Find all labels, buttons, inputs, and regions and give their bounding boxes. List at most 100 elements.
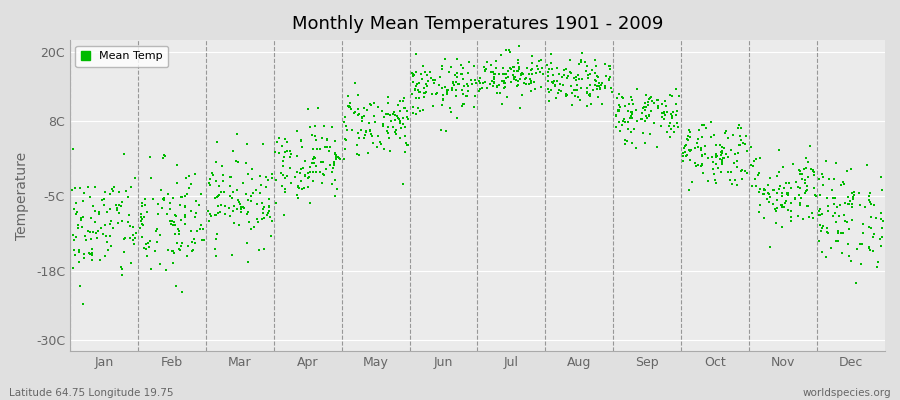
Point — [511, 43, 526, 50]
Point — [478, 67, 492, 73]
Point — [202, 176, 217, 182]
Point — [741, 147, 755, 154]
Point — [301, 175, 315, 181]
Point — [708, 153, 723, 159]
Point — [501, 68, 516, 74]
Point — [495, 78, 509, 84]
Point — [150, 226, 165, 233]
Point — [104, 218, 119, 224]
Point — [831, 228, 845, 234]
Point — [845, 190, 859, 196]
Point — [543, 98, 557, 104]
Point — [159, 211, 174, 218]
Point — [400, 142, 415, 148]
Point — [497, 78, 511, 85]
Point — [333, 156, 347, 162]
Point — [257, 214, 272, 221]
Point — [612, 91, 626, 98]
Point — [438, 84, 453, 90]
Point — [581, 75, 596, 82]
Point — [680, 136, 695, 142]
Point — [560, 75, 574, 81]
Point — [450, 70, 464, 76]
Point — [367, 100, 382, 106]
Point — [726, 132, 741, 138]
Point — [572, 60, 586, 67]
Point — [518, 81, 533, 88]
Point — [627, 126, 642, 132]
Point — [223, 183, 238, 190]
Point — [356, 135, 371, 141]
Point — [245, 176, 259, 182]
Point — [511, 56, 526, 63]
Point — [691, 144, 706, 151]
Point — [392, 116, 407, 123]
Point — [540, 78, 554, 84]
Point — [734, 167, 749, 173]
Point — [212, 209, 227, 216]
Point — [696, 134, 710, 140]
Point — [454, 70, 468, 77]
Point — [206, 172, 220, 178]
Point — [650, 97, 664, 103]
Point — [487, 74, 501, 80]
Point — [499, 47, 513, 53]
Point — [637, 106, 652, 113]
Point — [559, 93, 573, 100]
Point — [825, 187, 840, 194]
Point — [226, 208, 240, 214]
Point — [626, 101, 640, 107]
Point — [768, 206, 782, 212]
Point — [439, 89, 454, 95]
Point — [861, 197, 876, 203]
Point — [795, 175, 809, 182]
Point — [192, 202, 206, 208]
Point — [294, 137, 309, 143]
Point — [618, 119, 633, 126]
Point — [731, 150, 745, 156]
Point — [135, 216, 149, 222]
Point — [139, 241, 153, 247]
Point — [328, 192, 343, 199]
Point — [91, 228, 105, 234]
Point — [812, 208, 826, 214]
Point — [268, 148, 283, 155]
Point — [417, 89, 431, 96]
Point — [166, 222, 180, 228]
Point — [590, 73, 605, 80]
Point — [137, 245, 151, 252]
Point — [770, 196, 784, 203]
Point — [284, 151, 299, 158]
Point — [511, 78, 526, 84]
Point — [229, 158, 243, 164]
Point — [398, 149, 412, 155]
Point — [598, 61, 612, 67]
Point — [134, 218, 148, 224]
Point — [388, 117, 402, 123]
Point — [66, 232, 80, 238]
Point — [831, 237, 845, 244]
Point — [611, 108, 625, 114]
Point — [254, 182, 268, 188]
Point — [491, 84, 505, 90]
Point — [591, 83, 606, 89]
Point — [874, 174, 888, 180]
Point — [449, 86, 464, 93]
Point — [842, 200, 856, 207]
Point — [76, 198, 91, 204]
Point — [549, 78, 563, 84]
Point — [861, 245, 876, 251]
Point — [226, 148, 240, 155]
Point — [240, 141, 255, 147]
Point — [76, 214, 90, 220]
Point — [744, 162, 759, 168]
Point — [110, 206, 124, 213]
Point — [547, 82, 562, 88]
Point — [315, 180, 329, 186]
Point — [524, 77, 538, 84]
Point — [113, 264, 128, 270]
Point — [77, 190, 92, 196]
Point — [387, 112, 401, 118]
Point — [574, 76, 589, 82]
Point — [669, 100, 683, 107]
